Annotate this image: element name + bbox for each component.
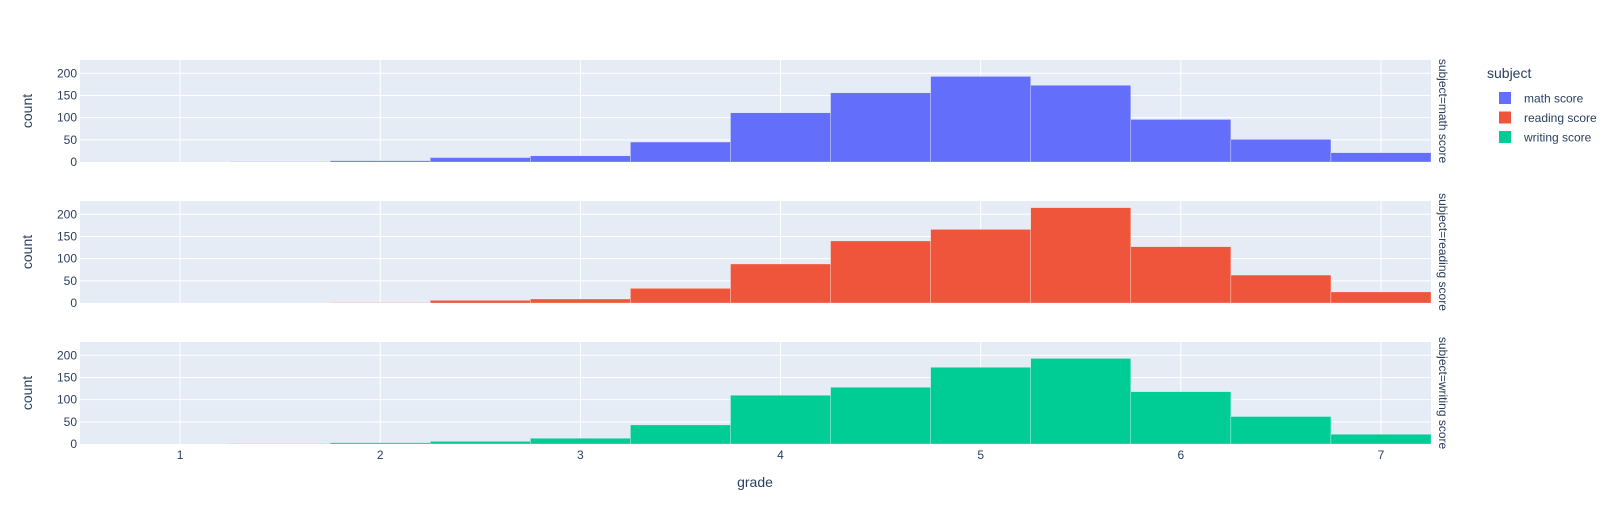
legend-label: math score	[1524, 92, 1584, 106]
legend-swatch	[1499, 92, 1511, 104]
histogram-bar[interactable]	[430, 300, 531, 304]
x-tick-label: 6	[1177, 448, 1184, 462]
histogram-bar[interactable]	[1030, 358, 1132, 445]
histogram-bar[interactable]	[530, 298, 631, 304]
y-axis-title: count	[19, 94, 35, 128]
legend-label: reading score	[1524, 111, 1597, 125]
y-axis-title: count	[19, 376, 35, 410]
legend-item-reading-score[interactable]: reading score	[1499, 111, 1597, 125]
y-tick-label: 100	[57, 393, 77, 407]
y-tick-label: 0	[70, 296, 77, 310]
y-tick-label: 200	[57, 207, 77, 221]
histogram-bar[interactable]	[1130, 246, 1232, 304]
facet-label: subject=math score	[1436, 59, 1450, 164]
x-tick-label: 7	[1378, 448, 1385, 462]
histogram-bar[interactable]	[1330, 291, 1432, 304]
histogram-bar[interactable]	[630, 424, 731, 445]
x-tick-label: 3	[577, 448, 584, 462]
histogram-bar[interactable]	[630, 141, 731, 163]
y-tick-label: 50	[64, 274, 78, 288]
histogram-bar[interactable]	[1130, 119, 1232, 163]
facet-panel-math-score: 0 50 100 150 200 count subject=math score	[19, 59, 1450, 169]
facet-panel-writing-score: 0 50 100 150 200 count subject=writing score 1 2…	[19, 337, 1450, 462]
y-tick-label: 50	[64, 415, 78, 429]
y-tick-label: 200	[57, 348, 77, 362]
histogram-bar[interactable]	[930, 229, 1031, 304]
facet-label: subject=writing score	[1436, 337, 1450, 450]
histogram-bar[interactable]	[730, 263, 831, 304]
histogram-bar[interactable]	[730, 112, 831, 163]
histogram-bar[interactable]	[830, 240, 931, 304]
histogram-bar[interactable]	[430, 157, 531, 163]
histogram-bar[interactable]	[1030, 85, 1132, 163]
histogram-bar[interactable]	[1330, 152, 1432, 163]
x-tick-label: 2	[377, 448, 384, 462]
legend-title: subject	[1487, 65, 1531, 81]
histogram-bar[interactable]	[530, 155, 631, 163]
x-axis-title: grade	[737, 474, 773, 490]
histogram-bar[interactable]	[329, 442, 431, 445]
y-tick-label: 100	[57, 252, 77, 266]
legend[interactable]: subject math score reading score writing sc…	[1487, 65, 1597, 145]
legend-swatch	[1499, 131, 1511, 143]
histogram-bar[interactable]	[830, 92, 931, 163]
histogram-bar[interactable]	[1330, 433, 1432, 445]
y-tick-label: 150	[57, 229, 77, 243]
x-tick-label: 5	[977, 448, 984, 462]
x-tick-label: 4	[777, 448, 784, 462]
histogram-bar[interactable]	[1230, 274, 1332, 304]
histogram-bar[interactable]	[530, 437, 631, 445]
legend-item-math-score[interactable]: math score	[1499, 92, 1584, 106]
y-tick-label: 0	[70, 155, 77, 169]
y-tick-label: 150	[57, 88, 77, 102]
y-tick-label: 50	[64, 133, 78, 147]
y-tick-label: 100	[57, 111, 77, 125]
x-tick-label: 1	[177, 448, 184, 462]
histogram-bar[interactable]	[1230, 416, 1332, 445]
y-tick-label: 200	[57, 66, 77, 80]
facet-label: subject=reading score	[1436, 193, 1450, 311]
histogram-bar[interactable]	[1130, 391, 1232, 445]
legend-item-writing-score[interactable]: writing score	[1499, 131, 1592, 145]
facet-panel-reading-score: 0 50 100 150 200 count subject=reading score	[19, 193, 1450, 311]
y-tick-label: 0	[70, 437, 77, 451]
histogram-bar[interactable]	[630, 288, 731, 304]
y-tick-label: 150	[57, 370, 77, 384]
histogram-bar[interactable]	[730, 394, 831, 445]
histogram-bar[interactable]	[930, 76, 1031, 163]
histogram-bar[interactable]	[930, 367, 1031, 445]
histogram-bar[interactable]	[830, 386, 931, 445]
y-axis-title: count	[19, 235, 35, 269]
histogram-bar[interactable]	[430, 441, 531, 445]
histogram-bar[interactable]	[329, 160, 431, 163]
legend-label: writing score	[1523, 131, 1592, 145]
legend-swatch	[1499, 111, 1511, 124]
histogram-bar[interactable]	[1230, 139, 1332, 163]
histogram-bar[interactable]	[1030, 207, 1132, 304]
